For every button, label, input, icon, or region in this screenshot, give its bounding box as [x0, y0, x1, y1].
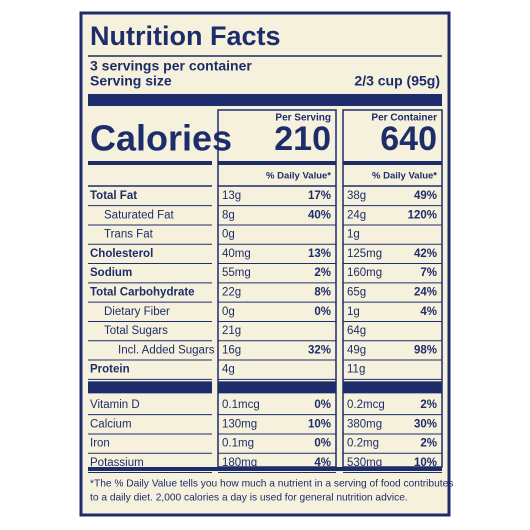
nutrient-name: Potassium — [90, 457, 144, 469]
daily-value: 2% — [420, 438, 437, 450]
dv-heading: % Daily Value* — [372, 171, 437, 182]
thick-bar — [343, 381, 442, 394]
amount: 21g — [222, 325, 241, 337]
amount: 16g — [222, 344, 241, 356]
amount: 4g — [222, 364, 235, 376]
amount: 180mg — [222, 457, 257, 469]
amount: 38g — [347, 190, 366, 202]
daily-value: 98% — [414, 344, 437, 356]
amount: 40mg — [222, 248, 251, 260]
daily-value: 13% — [308, 248, 331, 260]
daily-value: 4% — [314, 457, 331, 469]
nutrient-name: Calcium — [90, 418, 132, 430]
amount: 380mg — [347, 418, 382, 430]
amount: 160mg — [347, 267, 382, 279]
nutrient-name: Iron — [90, 438, 110, 450]
daily-value: 7% — [420, 267, 437, 279]
nutrient-name: Sodium — [90, 267, 132, 279]
thick-bar — [88, 381, 212, 394]
daily-value: 120% — [408, 209, 437, 221]
daily-value: 30% — [414, 418, 437, 430]
nutrient-name: Total Fat — [90, 190, 137, 202]
daily-value: 10% — [308, 418, 331, 430]
serving-size-label: Serving size — [90, 73, 172, 89]
nutrient-name: Total Sugars — [104, 325, 168, 337]
nutrient-name: Protein — [90, 364, 130, 376]
serving-size: 2/3 cup (95g) — [354, 73, 440, 89]
thick-bar — [88, 94, 442, 106]
nutrient-name: Dietary Fiber — [104, 306, 170, 318]
daily-value: 49% — [414, 190, 437, 202]
daily-value: 0% — [314, 399, 331, 411]
nutrient-name: Saturated Fat — [104, 209, 174, 221]
amount: 130mg — [222, 418, 257, 430]
daily-value: 17% — [308, 190, 331, 202]
column-heading: Per Container — [371, 113, 437, 124]
amount: 0g — [222, 229, 235, 241]
amount: 64g — [347, 325, 366, 337]
servings: 3 servings per container — [90, 58, 252, 74]
nutrient-name: Total Carbohydrate — [90, 287, 195, 299]
nutrient-name: Vitamin D — [90, 399, 140, 411]
thick-bar — [218, 381, 336, 394]
daily-value: 0% — [314, 306, 331, 318]
dv-heading: % Daily Value* — [266, 171, 331, 182]
column-heading: Per Serving — [275, 113, 331, 124]
amount: 1g — [347, 306, 360, 318]
amount: 13g — [222, 190, 241, 202]
column-calories: 210 — [274, 120, 331, 158]
amount: 65g — [347, 287, 366, 299]
daily-value: 10% — [414, 457, 437, 469]
amount: 125mg — [347, 248, 382, 260]
daily-value: 4% — [420, 306, 437, 318]
amount: 55mg — [222, 267, 251, 279]
nutrient-name: Trans Fat — [104, 229, 154, 241]
daily-value: 42% — [414, 248, 437, 260]
title: Nutrition Facts — [90, 21, 281, 51]
daily-value: 24% — [414, 287, 437, 299]
amount: 24g — [347, 209, 366, 221]
amount: 0.1mcg — [222, 399, 260, 411]
footnote: *The % Daily Value tells you how much a … — [90, 479, 453, 490]
amount: 22g — [222, 287, 241, 299]
daily-value: 40% — [308, 209, 331, 221]
calories-label: Calories — [90, 118, 232, 159]
amount: 11g — [347, 364, 365, 376]
daily-value: 32% — [308, 344, 331, 356]
amount: 0.2mcg — [347, 399, 385, 411]
daily-value: 0% — [314, 438, 331, 450]
amount: 0.1mg — [222, 438, 254, 450]
daily-value: 8% — [314, 287, 331, 299]
footnote: to a daily diet. 2,000 calories a day is… — [90, 493, 408, 504]
daily-value: 2% — [420, 399, 437, 411]
column-calories: 640 — [380, 120, 437, 158]
amount: 0.2mg — [347, 438, 379, 450]
amount: 0g — [222, 306, 235, 318]
amount: 49g — [347, 344, 366, 356]
nutrient-name: Incl. Added Sugars — [118, 344, 215, 356]
daily-value: 2% — [314, 267, 331, 279]
amount: 530mg — [347, 457, 382, 469]
amount: 1g — [347, 229, 360, 241]
amount: 8g — [222, 209, 235, 221]
nutrient-name: Cholesterol — [90, 248, 153, 260]
